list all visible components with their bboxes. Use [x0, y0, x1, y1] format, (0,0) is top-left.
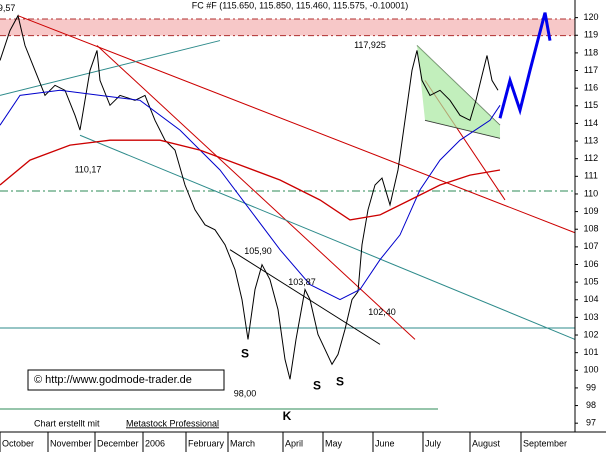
x-tick-label: 2006 — [145, 438, 165, 448]
y-tick-label: 113 — [584, 135, 598, 145]
y-tick-label: 97 — [586, 418, 596, 428]
y-tick-label: 105 — [583, 276, 598, 286]
annotation: 103,87 — [288, 277, 316, 287]
y-tick-label: 108 — [583, 224, 598, 234]
y-tick-label: 98 — [586, 400, 596, 410]
annotation: S — [241, 347, 249, 361]
y-tick-label: 103 — [583, 312, 598, 322]
y-tick-label: 119 — [584, 30, 598, 40]
y-tick-label: 110 — [584, 188, 598, 198]
y-tick-label: 120 — [583, 12, 598, 22]
y-tick-label: 101 — [583, 347, 598, 357]
series-line — [0, 14, 499, 380]
y-tick-label: 106 — [583, 259, 598, 269]
y-tick-label: 114 — [584, 118, 598, 128]
annotation: 119,57 — [0, 3, 15, 13]
x-tick-label: October — [2, 438, 34, 448]
x-tick-label: December — [97, 438, 139, 448]
software: Metastock Professional — [126, 418, 219, 428]
y-tick-label: 104 — [583, 294, 598, 304]
annotation: 110,17 — [75, 164, 102, 174]
y-tick-label: 102 — [583, 329, 598, 339]
x-tick-label: March — [230, 438, 255, 448]
annotation: K — [283, 409, 292, 423]
x-tick-label: November — [50, 438, 92, 448]
trendline — [0, 40, 221, 96]
x-tick-label: July — [425, 438, 442, 448]
trendline — [229, 249, 381, 345]
annotation: 98,00 — [234, 389, 257, 399]
y-tick-label: 118 — [584, 47, 598, 57]
y-tick-label: 109 — [583, 206, 598, 216]
pattern-fill — [417, 45, 500, 138]
copyright: © http://www.godmode-trader.de — [34, 374, 192, 386]
trendline — [79, 134, 576, 340]
annotation: 105,90 — [244, 246, 272, 256]
x-tick-label: June — [375, 438, 395, 448]
annotation: 102,40 — [368, 307, 396, 317]
series-line — [0, 89, 501, 301]
x-tick-label: August — [472, 438, 501, 448]
trendline — [96, 45, 416, 340]
y-tick-label: 116 — [584, 83, 598, 93]
trendline — [17, 15, 576, 234]
chart-title: FC #F (115.650, 115.850, 115.460, 115.57… — [192, 0, 409, 10]
copyright-box — [27, 369, 225, 391]
trendline — [424, 119, 501, 139]
x-tick-label: February — [188, 438, 225, 448]
y-tick-label: 107 — [583, 241, 598, 251]
annotation: 117,925 — [354, 40, 386, 50]
credit: Chart erstellt mit — [34, 418, 100, 428]
x-tick-label: September — [523, 438, 567, 448]
y-tick-label: 99 — [586, 382, 596, 392]
series-line — [0, 139, 501, 221]
y-tick-label: 115 — [584, 100, 598, 110]
x-tick-label: April — [285, 438, 303, 448]
resistance-band — [0, 19, 575, 36]
annotation: S — [336, 374, 344, 388]
y-tick-label: 111 — [584, 171, 598, 181]
y-tick-label: 100 — [583, 365, 598, 375]
series-line — [498, 12, 552, 119]
y-tick-label: 117 — [584, 65, 598, 75]
y-tick-label: 112 — [584, 153, 598, 163]
annotation: S — [313, 378, 321, 392]
x-tick-label: May — [325, 438, 343, 448]
